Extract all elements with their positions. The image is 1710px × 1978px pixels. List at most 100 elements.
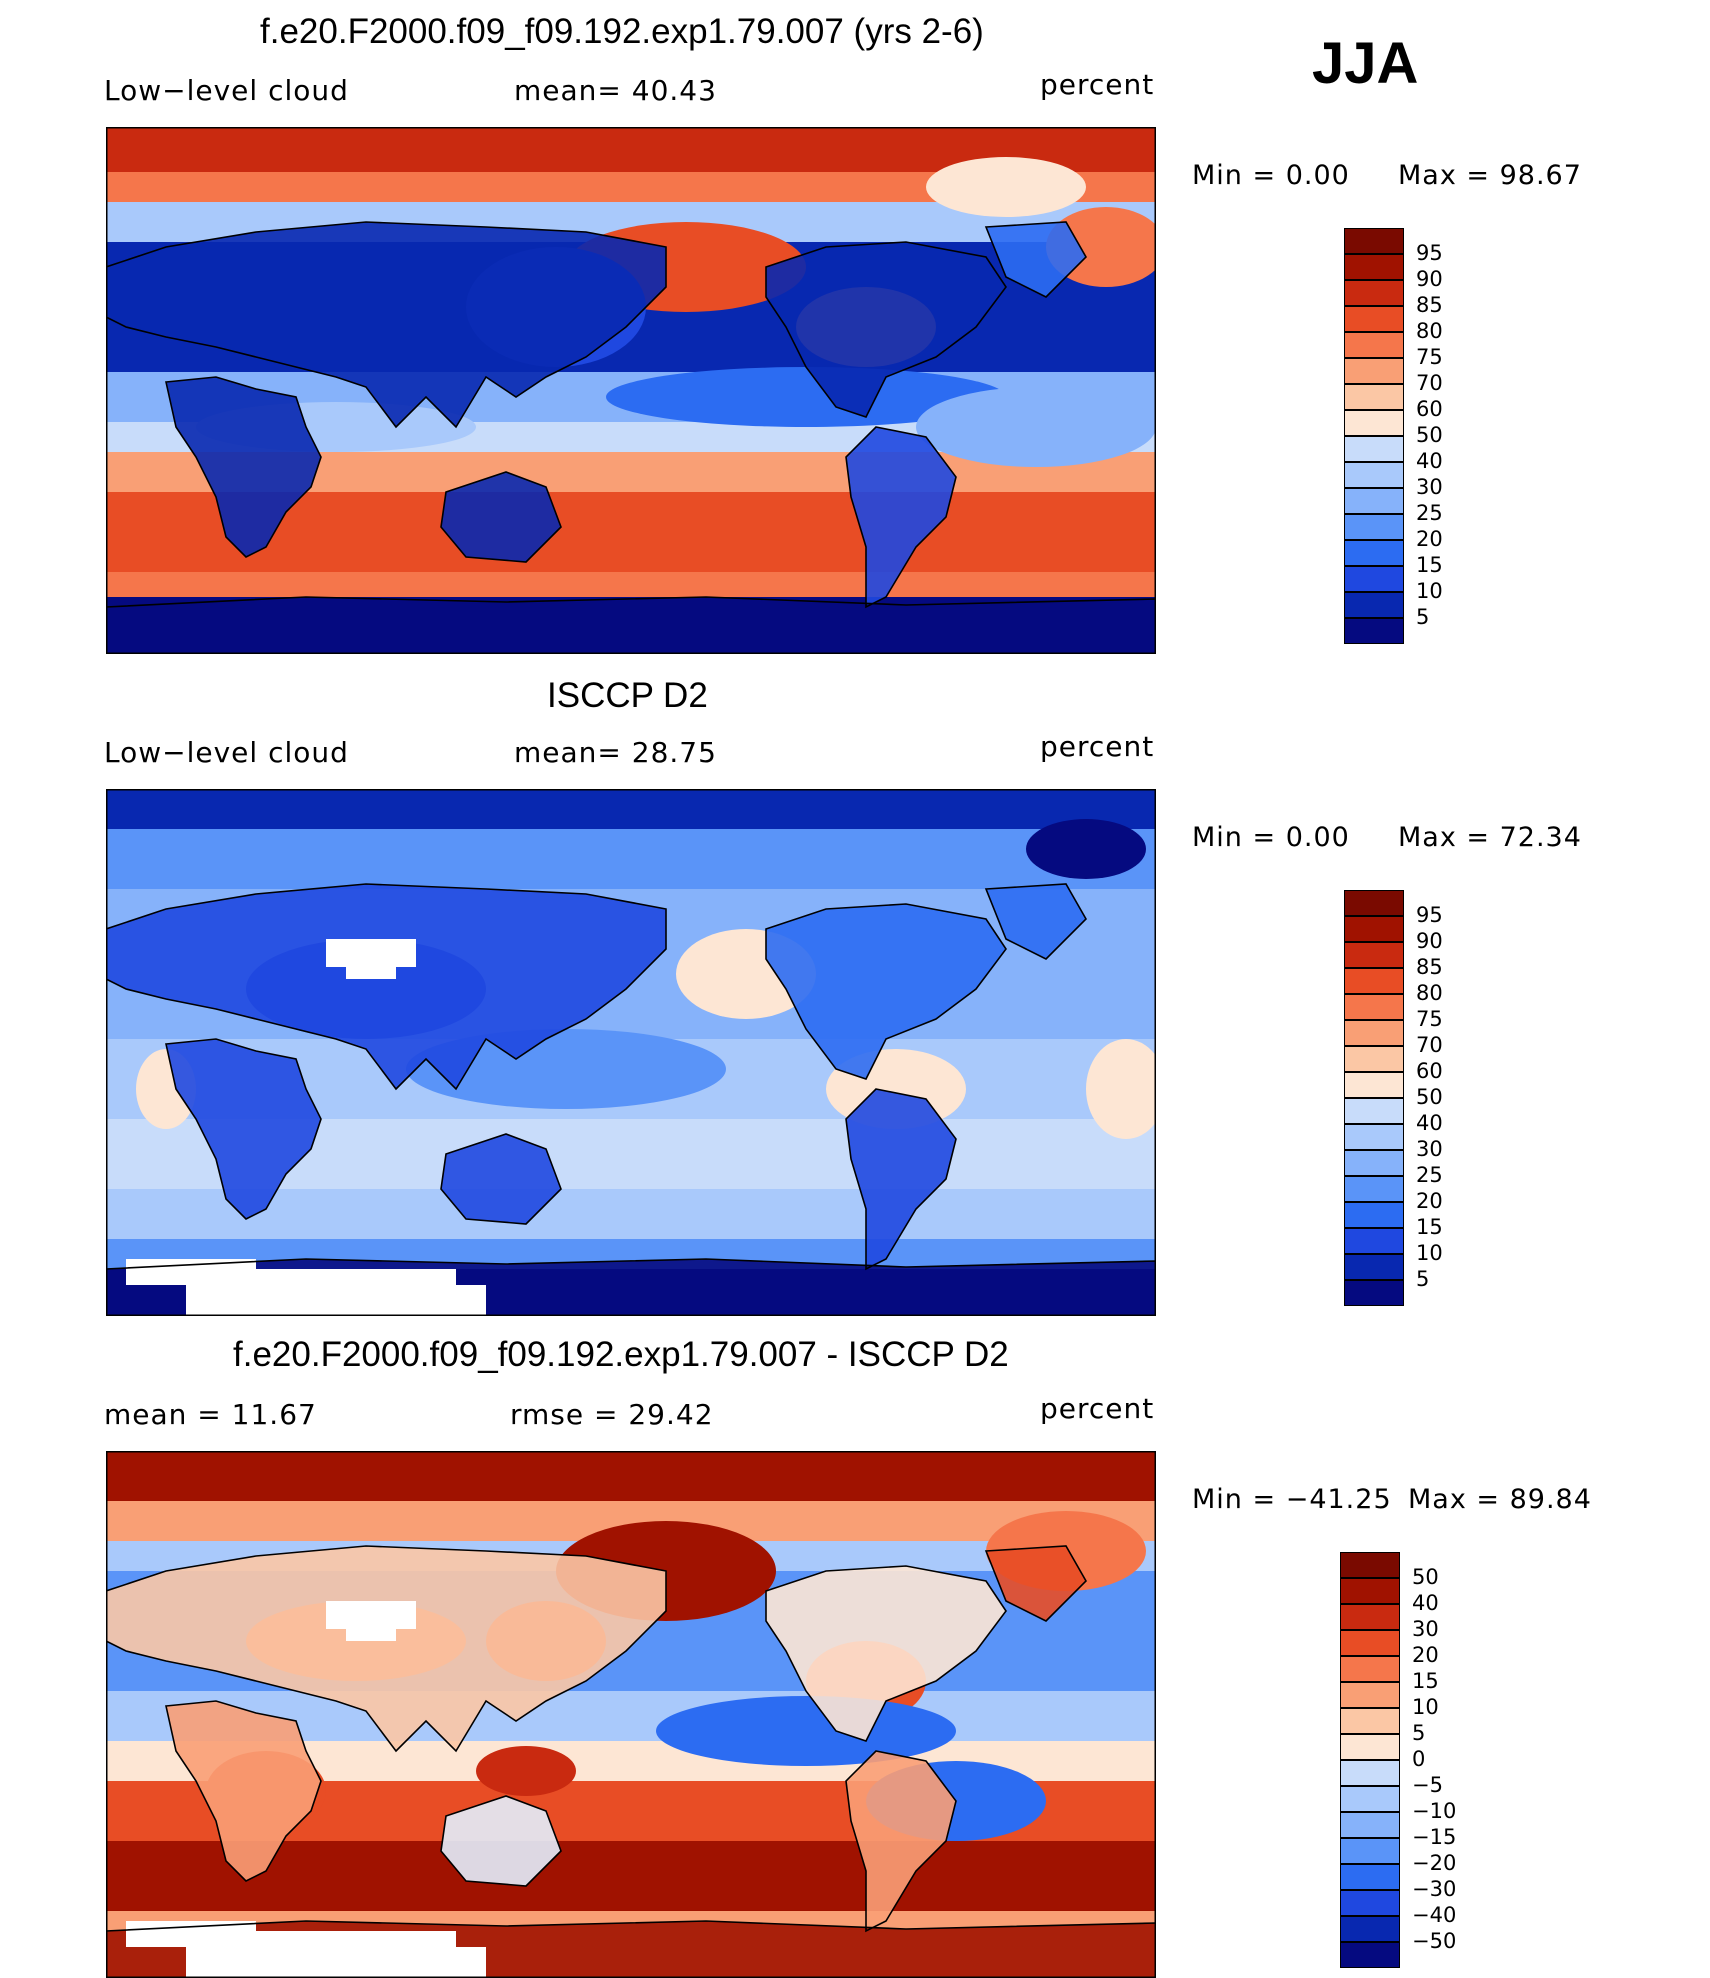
- colorbar-box: [1344, 1150, 1404, 1176]
- colorbar-tick-label: 30: [1416, 475, 1443, 499]
- colorbar-tick-label: −5: [1412, 1773, 1443, 1797]
- colorbar-tick-label: 15: [1416, 553, 1443, 577]
- colorbar-box: [1344, 1254, 1404, 1280]
- colorbar-box: [1340, 1890, 1400, 1916]
- colorbar-tick-label: 50: [1416, 423, 1443, 447]
- colorbar-box: [1344, 1020, 1404, 1046]
- colorbar-box: [1344, 968, 1404, 994]
- panel-1-mean-label: mean= 40.43: [514, 74, 717, 107]
- colorbar-box: [1344, 618, 1404, 644]
- colorbar-tick-label: 75: [1416, 1007, 1443, 1031]
- colorbar-box: [1344, 254, 1404, 280]
- colorbar-tick-label: 85: [1416, 955, 1443, 979]
- panel-3-min-text: Min = −41.25: [1192, 1484, 1392, 1515]
- colorbar-box: [1344, 916, 1404, 942]
- colorbar-tick-label: 90: [1416, 929, 1443, 953]
- colorbar-tick-label: 30: [1416, 1137, 1443, 1161]
- colorbar-box: [1340, 1838, 1400, 1864]
- colorbar-tick-label: 95: [1416, 241, 1443, 265]
- colorbar-box: [1344, 384, 1404, 410]
- colorbar-box: [1340, 1734, 1400, 1760]
- colorbar-box: [1344, 1124, 1404, 1150]
- colorbar-tick-label: −10: [1412, 1799, 1457, 1823]
- colorbar-tick-label: 50: [1412, 1565, 1439, 1589]
- colorbar-box: [1344, 942, 1404, 968]
- colorbar-box: [1340, 1916, 1400, 1942]
- panel-1-variable-label: Low−level cloud: [104, 74, 349, 107]
- colorbar-box: [1344, 436, 1404, 462]
- colorbar-box: [1340, 1682, 1400, 1708]
- colorbar-box: [1340, 1942, 1400, 1968]
- colorbar-box: [1344, 410, 1404, 436]
- colorbar-box: [1340, 1786, 1400, 1812]
- colorbar-tick-label: 5: [1416, 605, 1430, 629]
- panel-2-variable-label: Low−level cloud: [104, 736, 349, 769]
- colorbar-tick-label: 40: [1416, 1111, 1443, 1135]
- colorbar-tick-label: −30: [1412, 1877, 1457, 1901]
- panel-2-max-text: Max = 72.34: [1398, 822, 1582, 853]
- panel-2-title: ISCCP D2: [547, 676, 708, 715]
- panel-1-title: f.e20.F2000.f09_f09.192.exp1.79.007 (yrs…: [260, 12, 984, 51]
- colorbar-tick-label: 60: [1416, 1059, 1443, 1083]
- colorbar-box: [1344, 306, 1404, 332]
- panel-1-map: [106, 127, 1156, 654]
- panel-1-min-text: Min = 0.00: [1192, 160, 1350, 191]
- colorbar-box: [1340, 1812, 1400, 1838]
- colorbar-box: [1344, 514, 1404, 540]
- panel-2-units-label: percent: [1040, 730, 1155, 763]
- colorbar-tick-label: 5: [1416, 1267, 1430, 1291]
- colorbar-tick-label: 10: [1416, 579, 1443, 603]
- panel-2-min-text: Min = 0.00: [1192, 822, 1350, 853]
- colorbar-tick-label: 90: [1416, 267, 1443, 291]
- colorbar-box: [1340, 1864, 1400, 1890]
- colorbar-tick-label: 20: [1412, 1643, 1439, 1667]
- colorbar-tick-label: 95: [1416, 903, 1443, 927]
- panel-3-max-text: Max = 89.84: [1408, 1484, 1592, 1515]
- colorbar-tick-label: 85: [1416, 293, 1443, 317]
- colorbar-box: [1340, 1656, 1400, 1682]
- colorbar-tick-label: 80: [1416, 981, 1443, 1005]
- colorbar-box: [1344, 540, 1404, 566]
- panel-1-units-label: percent: [1040, 68, 1155, 101]
- colorbar-box: [1344, 488, 1404, 514]
- colorbar-tick-label: 70: [1416, 371, 1443, 395]
- panel-3-title: f.e20.F2000.f09_f09.192.exp1.79.007 - IS…: [233, 1335, 1009, 1374]
- colorbar-tick-label: 20: [1416, 527, 1443, 551]
- colorbar-box: [1340, 1578, 1400, 1604]
- colorbar-box: [1344, 332, 1404, 358]
- colorbar-box: [1344, 358, 1404, 384]
- colorbar-box: [1344, 1280, 1404, 1306]
- panel-2-map: [106, 789, 1156, 1316]
- colorbar-tick-label: 70: [1416, 1033, 1443, 1057]
- colorbar-box: [1340, 1604, 1400, 1630]
- colorbar-box: [1344, 1072, 1404, 1098]
- season-label: JJA: [1312, 31, 1419, 96]
- colorbar-box: [1340, 1708, 1400, 1734]
- colorbar-tick-label: 60: [1416, 397, 1443, 421]
- colorbar-box: [1344, 462, 1404, 488]
- colorbar-tick-label: 0: [1412, 1747, 1426, 1771]
- colorbar-tick-label: 25: [1416, 501, 1443, 525]
- colorbar-tick-label: −40: [1412, 1903, 1457, 1927]
- colorbar-tick-label: 10: [1416, 1241, 1443, 1265]
- colorbar-tick-label: 20: [1416, 1189, 1443, 1213]
- panel-1-max-text: Max = 98.67: [1398, 160, 1582, 191]
- colorbar-box: [1344, 890, 1404, 916]
- panel-3-map: [106, 1451, 1156, 1978]
- colorbar-tick-label: 40: [1416, 449, 1443, 473]
- colorbar-tick-label: 30: [1412, 1617, 1439, 1641]
- colorbar-box: [1344, 1098, 1404, 1124]
- colorbar-box: [1340, 1552, 1400, 1578]
- colorbar-tick-label: −15: [1412, 1825, 1457, 1849]
- colorbar-box: [1344, 1202, 1404, 1228]
- colorbar-tick-label: 5: [1412, 1721, 1426, 1745]
- colorbar-tick-label: 15: [1416, 1215, 1443, 1239]
- colorbar-box: [1344, 1228, 1404, 1254]
- panel-3-mean-label: mean = 11.67: [104, 1398, 317, 1431]
- colorbar-tick-label: 80: [1416, 319, 1443, 343]
- colorbar-tick-label: −20: [1412, 1851, 1457, 1875]
- colorbar-box: [1344, 1046, 1404, 1072]
- colorbar-box: [1344, 1176, 1404, 1202]
- panel-2-mean-label: mean= 28.75: [514, 736, 717, 769]
- panel-3-rmse-label: rmse = 29.42: [510, 1398, 714, 1431]
